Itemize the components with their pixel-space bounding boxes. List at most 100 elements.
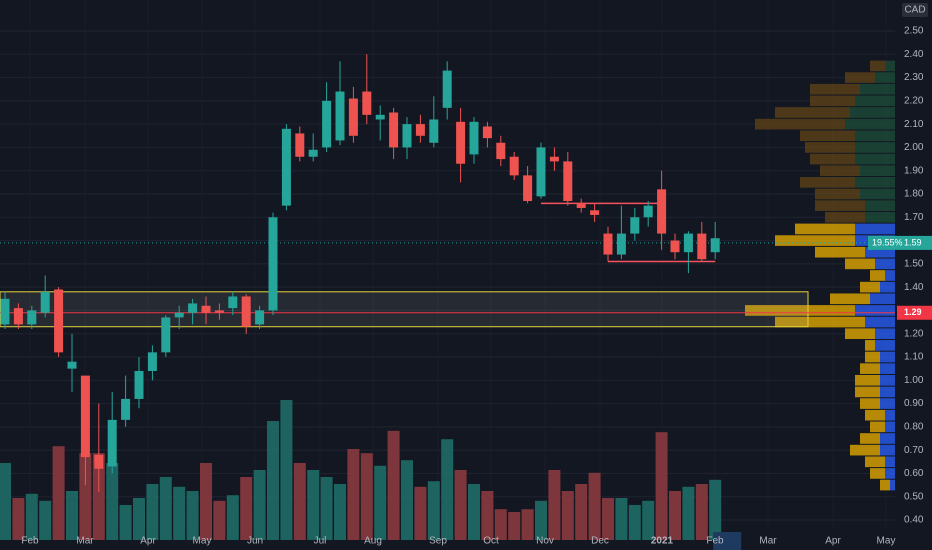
profile-down [865,316,895,328]
profile-down [880,374,895,386]
candle-body [335,91,345,141]
candle-body [402,124,412,148]
profile-up [865,409,885,421]
volume-bar [642,500,655,540]
candle-body [201,305,211,313]
profile-down [855,177,895,188]
volume-bar [615,498,628,540]
volume-bar [427,481,440,540]
profile-down [855,130,895,142]
volume-bar [521,509,534,540]
profile-up [860,433,880,444]
volume-bar [213,500,226,540]
candle-body [40,291,50,313]
candle-body [523,175,533,201]
profile-down [875,340,895,351]
volume-bar [320,477,333,540]
profile-up [855,374,880,386]
profile-down [885,409,895,421]
volume-bar [548,470,561,540]
volume-bar [602,498,614,540]
candle-body [603,233,613,255]
volume-bar [253,470,266,540]
currency: CAD [904,5,925,16]
profile-up [815,246,865,258]
candle-body [670,240,680,253]
profile-up [775,107,850,118]
candle-body [228,296,238,309]
profile-down [890,479,895,491]
profile-down [885,270,895,281]
profile-down [885,468,895,479]
volume-bar [588,472,601,540]
profile-up [855,386,880,398]
profile-up [880,479,890,491]
profile-up [745,305,855,316]
volume-bar [133,498,145,540]
volume-bar [535,500,547,540]
y-tick-label: 1.70 [904,212,924,223]
volume-bar [414,486,427,540]
profile-down [860,83,895,95]
candle-body [0,298,10,325]
profile-down [880,398,895,409]
profile-down [875,328,895,340]
profile-down [860,188,895,200]
candle-body [214,310,224,313]
profile-down [880,363,895,374]
candle-body [255,310,265,325]
profile-up [810,83,860,95]
candle-body [107,419,117,467]
profile-down [855,95,895,107]
profile-up [825,211,865,223]
candle-body [362,91,372,115]
x-tick-label: Apr [825,536,841,547]
x-tick-label: Mar [759,536,777,547]
profile-down [855,153,895,165]
candle-body [134,370,144,399]
profile-up [820,165,860,177]
candle-body [643,205,653,218]
candle-body [683,233,693,253]
candle-body [616,233,626,255]
volume-bar [628,505,641,540]
y-tick-label: 2.10 [904,119,924,130]
y-tick-label: 0.80 [904,421,924,432]
candle-body [429,119,439,143]
candle-body [563,161,573,201]
y-tick-label: 1.20 [904,328,924,339]
change-label: 19.55% [872,237,903,247]
volume-bar [280,400,293,540]
x-tick-label: Jun [247,536,263,547]
volume-bar [575,484,588,540]
candle-body [590,210,600,215]
currency-box[interactable] [902,3,928,17]
x-tick-label: Aug [364,536,382,547]
candle-body [456,121,466,164]
profile-up [870,270,885,281]
volume-bar [293,463,306,540]
x-tick-label: Sep [429,536,447,547]
profile-up [845,328,875,340]
volume-bar [119,505,132,540]
y-tick-label: 1.80 [904,189,924,200]
profile-up [795,223,855,235]
volume-bar [66,491,78,540]
profile-up [845,72,875,83]
volume-bar [173,486,186,540]
x-tick-label: Apr [140,536,156,547]
volume-bar [561,491,574,540]
profile-down [880,351,895,363]
profile-down [885,60,895,72]
volume-bar [79,453,92,540]
profile-down [845,118,895,130]
candle-body [657,189,667,234]
y-tick-label: 0.60 [904,468,924,479]
x-tick-label: Dec [591,536,609,547]
candle-body [509,156,519,176]
profile-up [870,468,885,479]
candle-body [80,375,90,458]
profile-down [880,386,895,398]
profile-up [805,142,855,153]
y-tick-label: 2.40 [904,49,924,60]
